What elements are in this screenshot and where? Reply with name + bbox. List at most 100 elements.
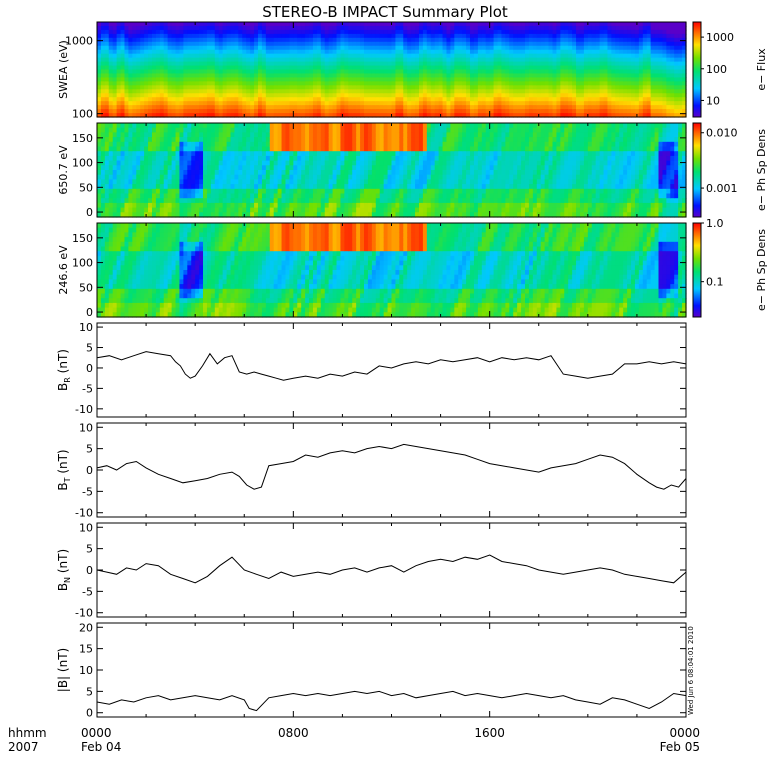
heatmap-cell	[556, 97, 561, 102]
heatmap-cell	[556, 77, 561, 82]
heatmap-cell	[348, 146, 353, 152]
heatmap-cell	[210, 179, 216, 185]
heatmap-cell	[144, 33, 149, 39]
heatmap-cell	[301, 109, 306, 114]
heatmap-cell	[458, 61, 463, 67]
heatmap-cell	[214, 202, 220, 209]
heatmap-cell	[348, 198, 353, 204]
heatmap-cell	[136, 22, 141, 27]
heatmap-cell	[171, 45, 177, 51]
heatmap-cell	[583, 81, 589, 86]
heatmap-cell	[140, 85, 145, 90]
heatmap-cell	[411, 89, 416, 94]
heatmap-cell	[281, 53, 287, 59]
heatmap-cell	[108, 212, 114, 218]
heatmap-cell	[572, 33, 577, 39]
heatmap-cell	[151, 61, 157, 67]
heatmap-cell	[364, 113, 369, 118]
heatmap-cell	[261, 109, 267, 114]
heatmap-cell	[163, 29, 169, 35]
heatmap-cell	[650, 109, 656, 114]
heatmap-cell	[285, 77, 291, 82]
heatmap-cell	[442, 49, 448, 55]
heatmap-cell	[422, 45, 428, 51]
heatmap-cell	[336, 141, 342, 148]
heatmap-cell	[195, 179, 200, 185]
heatmap-cell	[108, 165, 114, 171]
heatmap-cell	[136, 170, 141, 176]
heatmap-cell	[591, 113, 597, 118]
heatmap-cell	[100, 61, 106, 67]
heatmap-cell	[132, 160, 137, 166]
heatmap-cell	[305, 198, 310, 204]
heatmap-cell	[261, 22, 267, 27]
heatmap-cell	[257, 33, 263, 39]
heatmap-cell	[289, 93, 294, 98]
heatmap-cell	[281, 89, 287, 94]
heatmap-cell	[328, 37, 334, 43]
heatmap-cell	[654, 37, 660, 43]
heatmap-cell	[144, 53, 149, 59]
heatmap-cell	[155, 85, 161, 90]
heatmap-cell	[254, 65, 259, 71]
heatmap-cell	[607, 101, 612, 106]
heatmap-cell	[159, 113, 165, 118]
heatmap-cell	[265, 193, 271, 199]
heatmap-cell	[544, 25, 550, 31]
heatmap-cell	[328, 184, 334, 190]
heatmap-cell	[293, 22, 298, 27]
heatmap-cell	[450, 85, 455, 90]
heatmap-cell	[273, 132, 279, 138]
heatmap-cell	[638, 65, 644, 71]
heatmap-cell	[120, 155, 126, 162]
heatmap-cell	[470, 85, 475, 90]
heatmap-cell	[203, 155, 208, 162]
heatmap-cell	[242, 53, 247, 59]
heatmap-cell	[242, 193, 247, 199]
heatmap-cell	[159, 207, 165, 213]
heatmap-cell	[234, 179, 239, 185]
heatmap-cell	[112, 61, 118, 67]
heatmap-cell	[289, 41, 294, 47]
heatmap-cell	[144, 85, 149, 90]
heatmap-cell	[230, 69, 236, 75]
heatmap-cell	[281, 49, 287, 55]
heatmap-cell	[513, 85, 518, 90]
heatmap-cell	[466, 25, 471, 31]
heatmap-cell	[383, 85, 389, 90]
heatmap-cell	[293, 57, 298, 63]
heatmap-cell	[297, 202, 302, 209]
heatmap-cell	[418, 73, 424, 79]
heatmap-cell	[199, 155, 204, 162]
heatmap-cell	[391, 29, 397, 35]
heatmap-cell	[238, 45, 243, 51]
heatmap-cell	[599, 29, 605, 35]
heatmap-cell	[650, 45, 656, 51]
heatmap-cell	[136, 141, 141, 148]
heatmap-cell	[242, 93, 247, 98]
heatmap-cell	[238, 97, 243, 102]
heatmap-cell	[281, 146, 287, 152]
heatmap-cell	[528, 77, 534, 82]
heatmap-cell	[356, 89, 361, 94]
heatmap-cell	[564, 105, 569, 110]
heatmap-cell	[151, 97, 157, 102]
heatmap-cell	[124, 174, 130, 180]
heatmap-cell	[505, 37, 510, 43]
heatmap-cell	[426, 37, 432, 43]
heatmap-cell	[552, 45, 558, 51]
heatmap-cell	[97, 113, 102, 118]
heatmap-cell	[623, 65, 628, 71]
heatmap-cell	[434, 113, 440, 118]
heatmap-cell	[214, 212, 220, 218]
heatmap-cell	[218, 25, 224, 31]
heatmap-cell	[124, 146, 130, 152]
heatmap-cell	[183, 132, 188, 138]
heatmap-cell	[446, 89, 451, 94]
heatmap-cell	[387, 77, 393, 82]
heatmap-cell	[140, 73, 145, 79]
heatmap-cell	[257, 49, 263, 55]
heatmap-cell	[100, 179, 106, 185]
heatmap-cell	[238, 127, 243, 133]
heatmap-cell	[470, 65, 475, 71]
